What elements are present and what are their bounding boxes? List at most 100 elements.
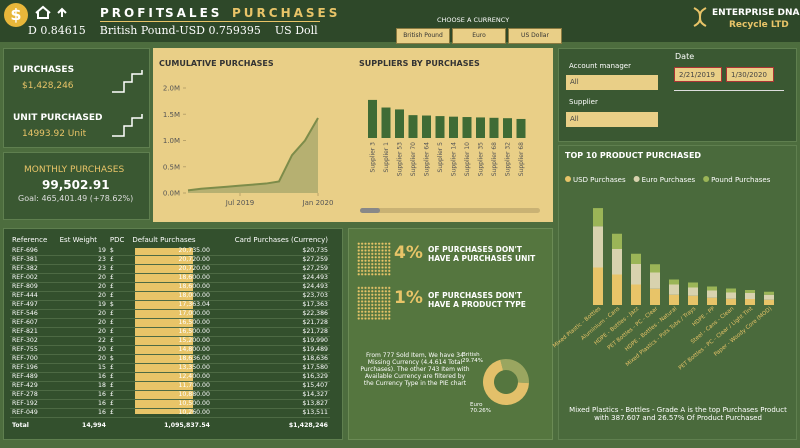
table-row: REF-696 19 $20,735.00 $20,735 — [10, 247, 330, 256]
table-cell: 18,600.00 — [178, 283, 210, 291]
table-row: REF-049 16 £10,260.00 $13,511 — [10, 409, 330, 418]
bar-segment — [688, 295, 698, 305]
table-cell: $ — [109, 355, 114, 363]
column-header: Reference — [12, 236, 48, 244]
column-header: PDC — [109, 236, 125, 244]
table-cell: 13,350.00 — [178, 364, 210, 372]
pct-text: OF PURCHASES DON'T HAVE A PURCHASES UNIT — [428, 245, 536, 263]
total-row: Total 14,994 1,095,837.54 $1,428,246 — [10, 418, 330, 429]
table-cell: REF-696 — [12, 247, 38, 255]
kpi-value: 99,502.91 — [42, 178, 110, 192]
bar — [395, 109, 404, 138]
table-cell: $24,493 — [302, 274, 328, 282]
table-cell: REF-196 — [12, 364, 38, 372]
info-note: From 777 Sold Item, We have 34 Missing C… — [360, 352, 470, 387]
table-cell: £ — [109, 283, 114, 291]
table-cell: 10,260.00 — [178, 409, 210, 417]
x-tick-label: Supplier 68 — [518, 142, 525, 176]
up-icon[interactable] — [57, 7, 67, 17]
table-cell: 16,500.00 — [178, 328, 210, 336]
column-header: Est Weight — [59, 236, 98, 244]
bar-segment — [726, 292, 736, 299]
pct-text: OF PURCHASES DON'T HAVE A PRODUCT TYPE — [428, 291, 526, 309]
nav-item[interactable]: PURCHASES — [232, 6, 341, 20]
table-cell: $19,489 — [302, 346, 328, 354]
table-cell: $21,728 — [302, 328, 328, 336]
x-tick-label: Supplier 5 — [437, 142, 444, 173]
table-cell: 14,800.00 — [178, 346, 210, 354]
table-cell: £ — [109, 391, 114, 399]
date-slider[interactable] — [674, 90, 784, 91]
bar — [503, 118, 512, 138]
bar-segment — [726, 288, 736, 293]
kpi-label: UNIT PURCHASED — [13, 113, 103, 123]
x-tick-label: Jan 2020 — [302, 199, 334, 207]
x-tick-label: Supplier 68 — [491, 142, 498, 176]
bar — [476, 117, 485, 138]
currency-button[interactable]: US Dollar — [508, 28, 562, 44]
bar-segment — [631, 253, 641, 264]
table-row: REF-546 20 £17,000.00 $22,386 — [10, 310, 330, 319]
table-cell: 17,000.00 — [178, 310, 210, 318]
scrollbar[interactable] — [360, 208, 540, 213]
x-tick-label: Supplier 1 — [383, 142, 390, 173]
nav-item[interactable]: SALES — [165, 6, 223, 20]
kpi-label: MONTHLY PURCHASES — [24, 165, 125, 175]
kpi-value: $1,428,246 — [22, 81, 74, 91]
bar-segment — [631, 264, 641, 285]
column-header: Default Purchases — [132, 236, 196, 244]
x-tick-label: Supplier 32 — [505, 142, 512, 176]
table-row: REF-429 18 £11,700.00 $15,407 — [10, 382, 330, 391]
y-tick-label: 1.0M — [163, 137, 180, 145]
nav-item[interactable]: PROFIT — [100, 6, 168, 20]
table-row: REF-002 20 £18,600.00 $24,493 — [10, 274, 330, 283]
table-cell: £ — [109, 382, 114, 390]
date-start[interactable]: 2/21/2019 — [674, 67, 722, 82]
supplier-dropdown[interactable]: All — [566, 112, 658, 127]
bar-segment — [707, 297, 717, 305]
table-cell: $27,259 — [302, 265, 328, 273]
table-cell: £ — [109, 373, 114, 381]
table-row: REF-809 20 £18,600.00 $24,493 — [10, 283, 330, 292]
table-cell: REF-002 — [12, 274, 38, 282]
table-cell: 20,720.00 — [178, 256, 210, 264]
brand: ENTERPRISE DNA — [712, 8, 800, 18]
table-cell: 20,720.00 — [178, 265, 210, 273]
table-cell: 20,735.00 — [178, 247, 210, 255]
table-cell: 20 — [98, 283, 106, 291]
x-tick-label: Supplier 70 — [410, 142, 417, 176]
table-cell: REF-821 — [12, 328, 38, 336]
table-cell: $19,990 — [302, 337, 328, 345]
account-dropdown[interactable]: All — [566, 75, 658, 90]
table-cell: REF-049 — [12, 409, 38, 417]
bar — [381, 107, 391, 138]
bar-segment — [650, 272, 660, 289]
kpi-card — [3, 48, 150, 148]
pct: 1% — [394, 288, 423, 308]
table-cell: $22,386 — [302, 310, 328, 318]
bar-segment — [612, 233, 622, 249]
table-row: REF-489 16 £12,400.00 $16,329 — [10, 373, 330, 382]
column-header: Card Purchases (Currency) — [234, 236, 328, 244]
date-end[interactable]: 1/30/2020 — [726, 67, 774, 82]
table-cell: 19 — [98, 301, 106, 309]
legend-marker — [703, 176, 710, 182]
nav-underline — [100, 21, 320, 22]
table-cell: REF-607 — [12, 319, 38, 327]
bar-segment — [593, 226, 603, 268]
currency-button[interactable]: British Pound — [396, 28, 450, 44]
table-cell: $23,703 — [302, 292, 328, 300]
logo[interactable]: $ — [4, 3, 28, 27]
home-icon[interactable] — [35, 5, 51, 19]
header-row: Reference Est Weight PDC Default Purchases C… — [10, 236, 330, 247]
table-cell: $16,329 — [302, 373, 328, 381]
table-cell: 19 — [98, 247, 106, 255]
x-tick-label: Supplier 10 — [464, 142, 471, 176]
table-cell: 20 — [98, 319, 106, 327]
table-cell: 16 — [98, 373, 106, 381]
table-cell: £ — [109, 292, 114, 300]
currency-button[interactable]: Euro — [452, 28, 506, 44]
table-row: REF-278 16 £10,880.00 $14,327 — [10, 391, 330, 400]
table-cell: $14,327 — [302, 391, 328, 399]
